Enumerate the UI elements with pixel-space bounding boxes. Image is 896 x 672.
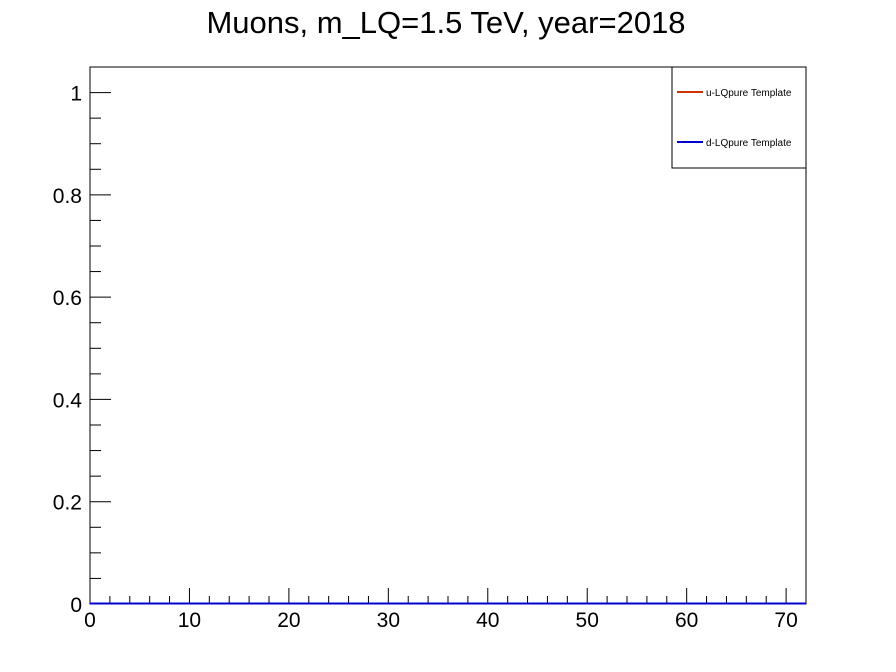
y-tick-label: 0.8	[53, 185, 82, 208]
legend-label: d-LQpure Template	[706, 138, 792, 149]
x-tick-label: 40	[476, 609, 499, 632]
x-tick-label: 10	[178, 609, 201, 632]
axis-tick-labels: 0 10 20 30 40 50 60 70 0 0.2 0.4 0.6 0.8 1	[53, 83, 798, 632]
x-tick-label: 20	[277, 609, 300, 632]
legend-box	[671, 66, 807, 169]
x-tick-label: 30	[377, 609, 400, 632]
x-tick-label: 70	[774, 609, 797, 632]
axis-ticks	[89, 92, 807, 605]
y-tick-label: 0.2	[53, 492, 82, 515]
y-tick-label: 0.6	[53, 287, 82, 310]
y-tick-label: 0	[70, 594, 82, 617]
x-tick-label: 50	[576, 609, 599, 632]
y-tick-label: 1	[70, 83, 82, 106]
legend: u-LQpure Template d-LQpure Template	[671, 66, 807, 169]
y-tick-label: 0.4	[53, 389, 83, 412]
x-tick-label: 60	[675, 609, 698, 632]
chart-title: Muons, m_LQ=1.5 TeV, year=2018	[206, 5, 685, 40]
x-tick-label: 0	[84, 609, 96, 632]
legend-label: u-LQpure Template	[706, 88, 792, 99]
